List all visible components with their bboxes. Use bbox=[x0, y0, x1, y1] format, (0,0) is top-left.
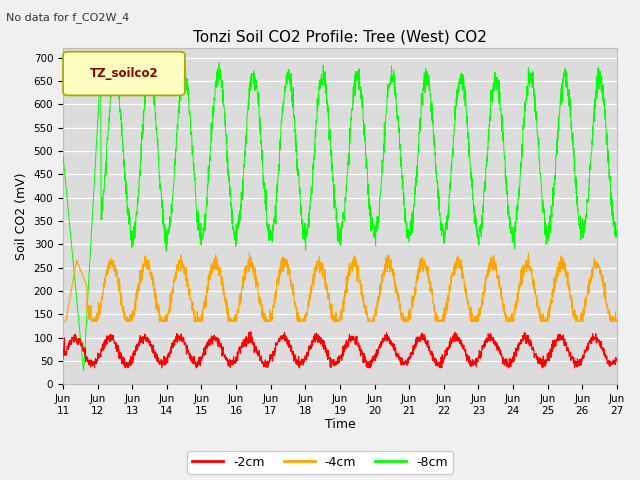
Text: No data for f_CO2W_4: No data for f_CO2W_4 bbox=[6, 12, 130, 23]
FancyBboxPatch shape bbox=[63, 52, 185, 96]
Title: Tonzi Soil CO2 Profile: Tree (West) CO2: Tonzi Soil CO2 Profile: Tree (West) CO2 bbox=[193, 29, 487, 44]
Text: TZ_soilco2: TZ_soilco2 bbox=[90, 67, 158, 80]
Legend: -2cm, -4cm, -8cm: -2cm, -4cm, -8cm bbox=[187, 451, 453, 474]
Y-axis label: Soil CO2 (mV): Soil CO2 (mV) bbox=[15, 173, 28, 260]
X-axis label: Time: Time bbox=[324, 419, 355, 432]
